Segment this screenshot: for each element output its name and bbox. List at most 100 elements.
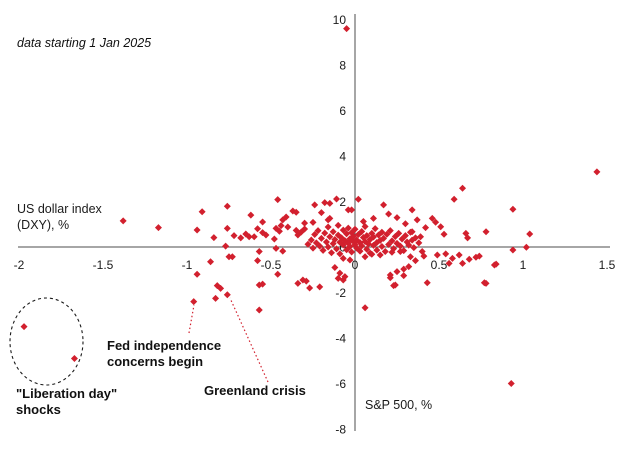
axis-tick-labels: -2-1.5-1-0.500.511.51086420-2-4-6-8 — [14, 13, 616, 437]
scatter-point — [361, 253, 369, 261]
scatter-point — [507, 380, 515, 387]
x-tick-label: 1 — [520, 258, 527, 272]
scatter-point — [400, 272, 408, 280]
scatter-point — [405, 241, 413, 249]
scatter-point — [237, 234, 245, 242]
scatter-point — [255, 248, 263, 256]
scatter-point — [275, 227, 283, 235]
scatter-point — [358, 228, 366, 236]
scatter-point — [396, 242, 404, 250]
scatter-point — [482, 228, 490, 236]
scatter-point — [400, 265, 408, 273]
scatter-point — [422, 224, 430, 232]
scatter-point — [193, 226, 201, 234]
scatter-point — [316, 283, 324, 291]
scatter-point — [292, 208, 300, 216]
fed-annotation-line1: Fed independence — [107, 338, 222, 353]
scatter-point — [490, 261, 498, 269]
scatter-point — [309, 218, 317, 226]
scatter-point — [317, 234, 325, 242]
scatter-point — [193, 270, 201, 278]
fed-annotation-line2: concerns begin — [107, 354, 204, 369]
scatter-point — [400, 247, 408, 255]
scatter-point — [301, 225, 309, 233]
scatter-point — [361, 304, 369, 312]
liberation-shocks-ellipse — [9, 297, 84, 386]
y-tick-label: -4 — [335, 332, 346, 346]
y-tick-label: 6 — [339, 104, 346, 118]
y-tick-label: 4 — [339, 150, 346, 164]
scatter-point — [406, 253, 414, 261]
scatter-point — [331, 235, 339, 243]
scatter-point — [378, 228, 386, 236]
scatter-point — [250, 233, 258, 241]
scatter-point — [593, 168, 601, 176]
scatter-point — [329, 228, 337, 236]
scatter-point — [401, 220, 409, 228]
scatter-point — [386, 274, 394, 282]
scatter-point — [272, 244, 280, 252]
scatter-point — [222, 242, 230, 250]
scatter-point — [277, 222, 285, 230]
scatter-point — [344, 224, 352, 232]
scatter-point — [262, 231, 270, 239]
scatter-point — [198, 208, 206, 216]
scatter-point — [274, 270, 282, 278]
scatter-point — [395, 229, 403, 237]
x-tick-label: -1.5 — [93, 258, 114, 272]
scatter-point — [455, 251, 463, 259]
x-tick-label: -2 — [14, 258, 25, 272]
y-tick-label: -6 — [335, 377, 346, 391]
scatter-point — [327, 249, 335, 257]
scatter-point — [311, 201, 319, 209]
scatter-point — [380, 201, 388, 209]
scatter-point — [408, 206, 416, 214]
scatter-point — [207, 258, 215, 266]
scatter-point — [437, 223, 445, 231]
scatter-point — [371, 225, 379, 233]
scatter-point — [405, 263, 413, 271]
scatter-point — [417, 233, 425, 241]
scatter-point — [225, 253, 233, 261]
scatter-point — [307, 236, 315, 244]
fed-annotation: Fed independence concerns begin — [107, 338, 221, 370]
scatter-point — [373, 246, 381, 254]
x-tick-label: 0.5 — [431, 258, 448, 272]
liberation-annotation-line2: shocks — [16, 402, 61, 417]
scatter-point — [254, 225, 262, 233]
scatter-point — [326, 199, 334, 207]
scatter-point — [363, 232, 371, 240]
scatter-point — [294, 279, 302, 287]
scatter-point — [354, 195, 362, 203]
scatter-point — [522, 243, 530, 251]
scatter-point — [401, 232, 409, 240]
scatter-point — [442, 250, 450, 258]
scatter-point — [369, 214, 377, 222]
scatter-point — [385, 210, 393, 218]
scatter-point — [333, 195, 341, 203]
scatter-point — [482, 279, 490, 287]
liberation-annotation: "Liberation day" shocks — [16, 386, 117, 418]
scatter-point — [366, 249, 374, 257]
scatter-point — [509, 205, 517, 213]
scatter-point — [270, 235, 278, 243]
scatter-point — [448, 254, 456, 262]
scatter-point — [301, 219, 309, 227]
scatter-point — [390, 245, 398, 253]
scatter-point — [464, 234, 472, 242]
scatter-point — [190, 298, 198, 306]
scatter-point — [378, 243, 386, 251]
scatter-point — [319, 246, 327, 254]
scatter-point — [406, 228, 414, 236]
x-tick-label: 0 — [352, 258, 359, 272]
scatter-point — [247, 211, 255, 219]
y-tick-label: -8 — [335, 423, 346, 437]
scatter-point — [279, 247, 287, 255]
scatter-point — [274, 196, 282, 204]
scatter-point — [348, 206, 356, 214]
scatter-point — [381, 248, 389, 256]
scatter-point — [411, 234, 419, 242]
scatter-points — [20, 25, 601, 387]
x-tick-label: 1.5 — [599, 258, 616, 272]
